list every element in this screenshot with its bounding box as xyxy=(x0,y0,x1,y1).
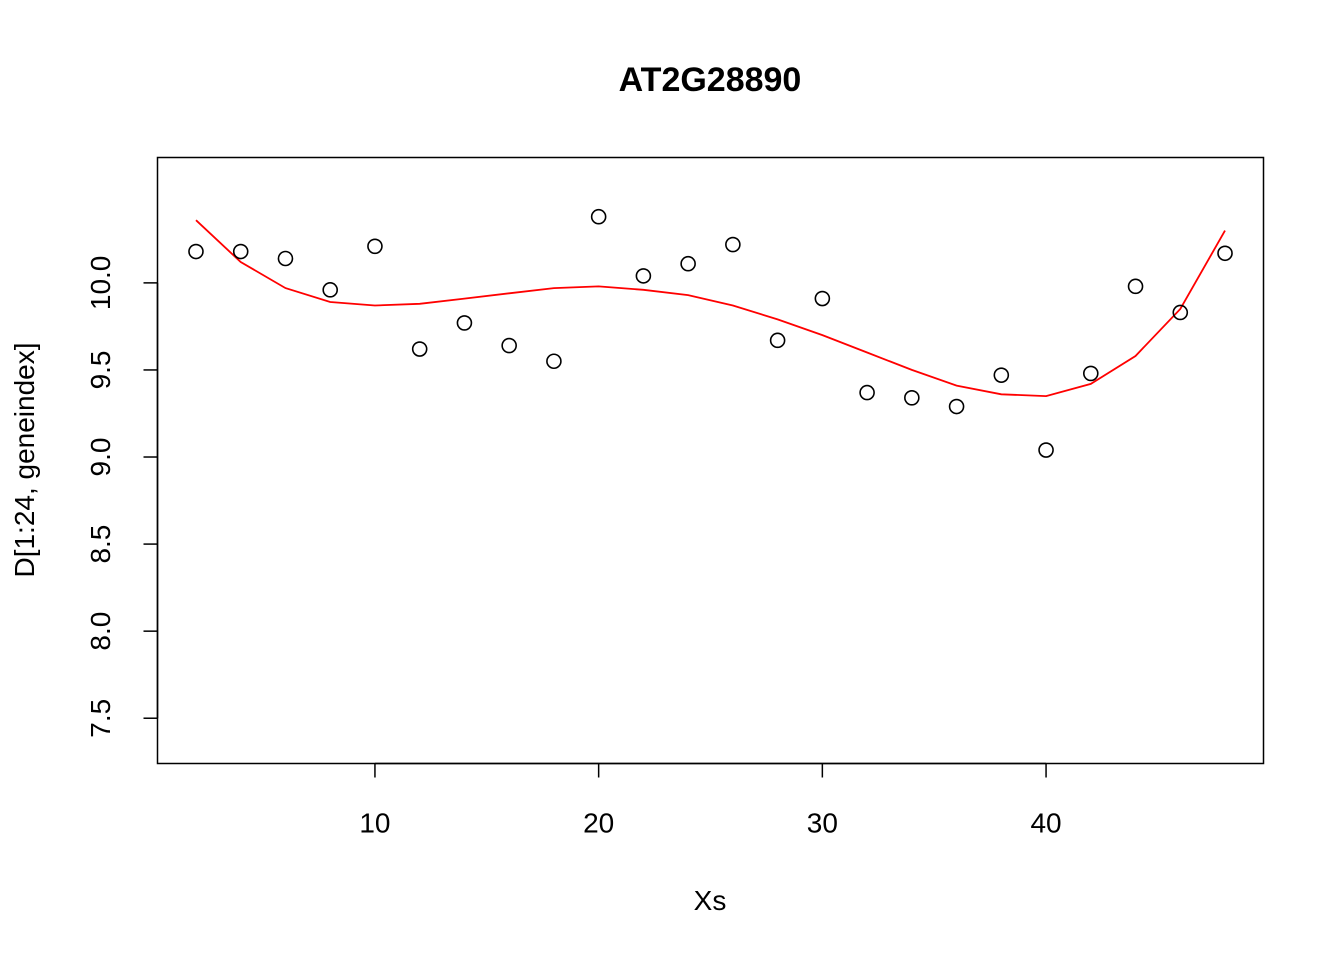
y-tick-label: 9.0 xyxy=(85,438,116,477)
x-tick-label: 10 xyxy=(359,808,390,839)
data-point xyxy=(546,353,562,370)
y-tick-label: 8.5 xyxy=(85,525,116,564)
data-point xyxy=(680,255,696,272)
data-point xyxy=(411,341,428,357)
y-tick-label: 8.0 xyxy=(85,612,116,651)
points-series xyxy=(188,208,1233,458)
plot-frame xyxy=(156,156,1265,765)
data-point xyxy=(322,282,339,298)
data-point xyxy=(1082,365,1099,382)
data-point xyxy=(993,367,1010,383)
data-point xyxy=(725,236,741,253)
fitted-line-series xyxy=(195,219,1226,398)
x-tick-label: 30 xyxy=(807,808,838,839)
x-tick-label: 20 xyxy=(583,808,614,839)
data-point xyxy=(277,250,294,267)
data-point xyxy=(769,332,786,349)
data-point xyxy=(367,238,383,255)
data-point xyxy=(1038,442,1054,458)
data-point xyxy=(948,398,965,415)
chart-title: AT2G28890 xyxy=(619,61,802,99)
data-point xyxy=(590,208,607,225)
x-tick-label: 40 xyxy=(1030,808,1061,839)
x-axis: 10 20 30 40 xyxy=(359,762,1062,839)
data-point xyxy=(635,268,652,284)
data-point xyxy=(1172,304,1189,321)
data-point xyxy=(1127,278,1144,295)
y-tick-label: 10.0 xyxy=(85,256,116,311)
data-point xyxy=(501,337,517,354)
y-axis-label: D[1:24, geneindex] xyxy=(9,342,40,577)
data-point xyxy=(232,243,249,260)
y-axis: 7.5 8.0 8.5 9.0 9.5 10.0 xyxy=(85,256,159,738)
data-point xyxy=(1217,245,1233,262)
fitted-line xyxy=(195,219,1226,398)
data-point xyxy=(814,290,831,307)
x-axis-label: Xs xyxy=(694,885,727,916)
y-tick-label: 9.5 xyxy=(85,350,116,389)
data-point xyxy=(859,384,875,401)
y-tick-label: 7.5 xyxy=(85,699,116,738)
data-point xyxy=(456,315,473,331)
data-point xyxy=(188,243,204,260)
data-point xyxy=(904,390,920,406)
